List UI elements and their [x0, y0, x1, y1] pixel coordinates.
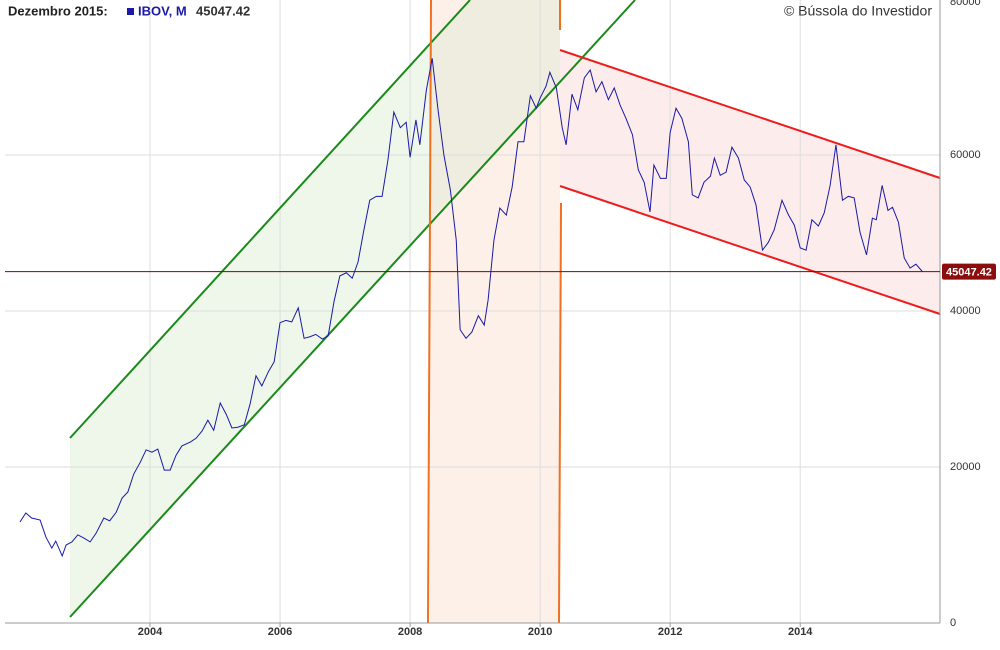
credit: © Bússola do Investidor	[784, 3, 932, 19]
chart-title: Dezembro 2015:	[8, 3, 108, 18]
x-tick-label: 2006	[268, 626, 292, 638]
y-tick-label: 20000	[950, 461, 981, 473]
red-lower	[559, 185, 941, 315]
x-tick-label: 2008	[398, 626, 422, 638]
header-value: 45047.42	[196, 3, 250, 18]
y-tick-label: 80000	[950, 0, 981, 8]
green-lower	[69, 0, 636, 618]
x-tick-label: 2014	[788, 626, 813, 638]
annotations	[70, 0, 940, 623]
y-tick-label: 0	[950, 617, 956, 629]
red-channel-fill	[560, 50, 940, 314]
current-value-tag	[942, 263, 996, 280]
x-tick-label: 2010	[528, 626, 552, 638]
series-line	[19, 58, 923, 558]
x-tick-label: 2012	[658, 626, 682, 638]
annotation-lines	[69, 0, 941, 624]
red-upper	[559, 49, 941, 179]
orange-line	[558, 202, 562, 624]
current-value-label: 45047.42	[946, 267, 992, 279]
y-tick-label: 60000	[950, 149, 981, 161]
overlap-fill	[430, 0, 560, 220]
orange-line	[427, 0, 432, 624]
x-tick-label: 2004	[138, 626, 163, 638]
legend-swatch	[127, 8, 134, 15]
y-tick-label: 40000	[950, 305, 981, 317]
legend-label: IBOV, M	[138, 3, 187, 18]
green-upper	[69, 0, 471, 439]
